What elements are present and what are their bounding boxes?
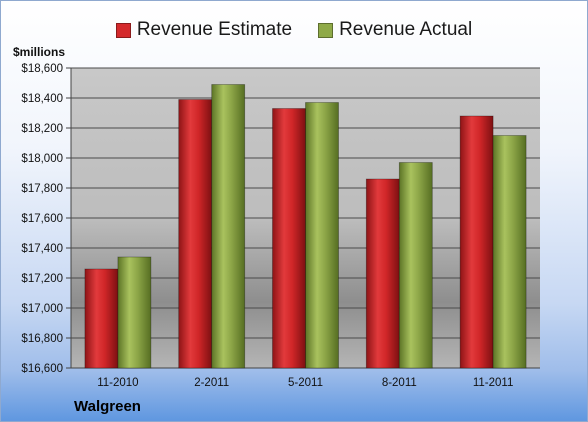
y-tick-label: $17,400	[21, 243, 63, 255]
legend-item-revenue-estimate: Revenue Estimate	[115, 19, 293, 41]
legend-swatch-revenue-estimate	[115, 22, 131, 38]
x-tick-label: 11-2011	[473, 377, 514, 389]
x-tick-label: 2-2011	[194, 377, 229, 389]
bar-revenue-actual	[492, 135, 527, 369]
bar-revenue-actual	[305, 102, 339, 369]
x-tick-label: 8-2011	[382, 377, 417, 389]
bar-revenue-estimate	[178, 99, 213, 369]
chart-legend: Revenue Estimate Revenue Actual	[1, 15, 587, 45]
y-tick-label: $18,200	[21, 123, 63, 135]
legend-item-revenue-actual: Revenue Actual	[318, 19, 472, 41]
y-tick-label: $18,000	[21, 153, 63, 165]
legend-label-revenue-estimate: Revenue Estimate	[136, 19, 293, 40]
bar-revenue-estimate	[272, 108, 306, 369]
bar-revenue-estimate	[459, 115, 494, 369]
y-tick-label: $17,600	[21, 213, 63, 225]
bar-revenue-estimate	[84, 268, 119, 369]
bar-revenue-actual	[398, 162, 433, 369]
y-tick-label: $17,800	[21, 183, 63, 195]
bar-revenue-actual	[117, 256, 152, 369]
x-tick-label: 11-2010	[97, 377, 138, 389]
bar-revenue-estimate	[365, 178, 400, 369]
x-tick-label: 5-2011	[288, 377, 323, 389]
y-tick-label: $16,800	[21, 333, 63, 345]
y-tick-label: $17,000	[21, 303, 63, 315]
company-name-label: Walgreen	[74, 398, 141, 415]
y-tick-label: $18,400	[21, 93, 63, 105]
legend-swatch-revenue-actual	[318, 22, 334, 38]
y-tick-label: $16,600	[21, 363, 63, 375]
y-tick-label: $17,200	[21, 273, 63, 285]
y-tick-label: $18,600	[21, 63, 63, 75]
y-axis-unit-label: $millions	[13, 45, 66, 59]
bar-revenue-actual	[211, 84, 246, 369]
legend-label-revenue-actual: Revenue Actual	[339, 19, 473, 40]
